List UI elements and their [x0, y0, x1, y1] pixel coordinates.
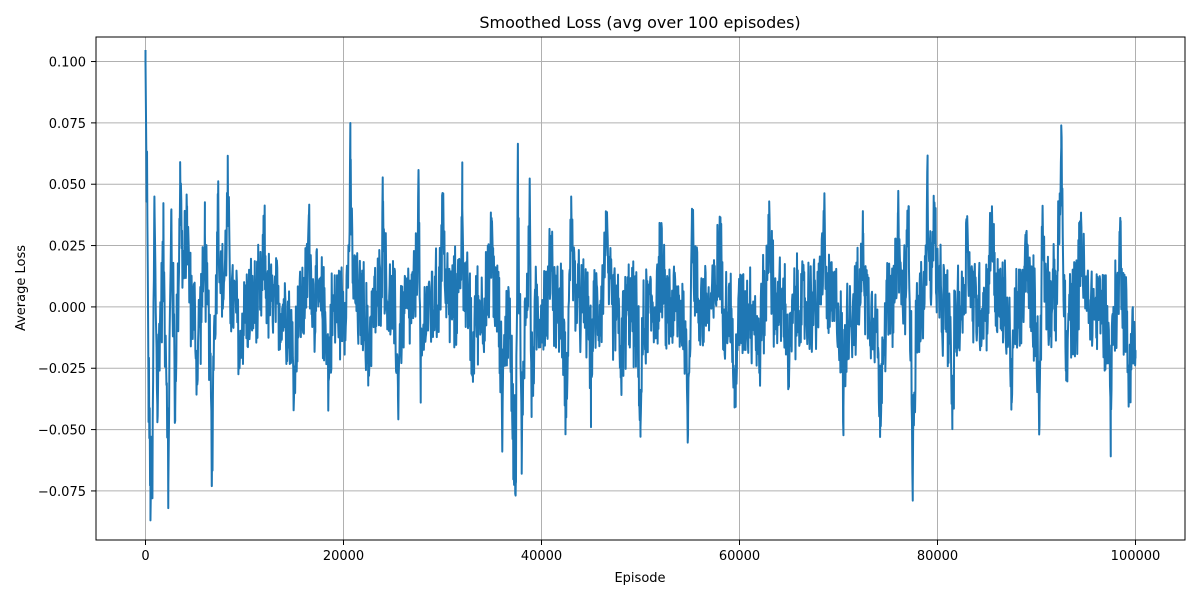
x-axis-ticks: 0 20000 40000 60000 80000 100000: [141, 540, 1160, 564]
chart-title: Smoothed Loss (avg over 100 episodes): [479, 13, 800, 32]
x-tick-label: 60000: [719, 549, 760, 564]
y-tick-label: 0.025: [49, 240, 86, 255]
y-tick-label: −0.025: [38, 362, 86, 377]
x-tick-label: 0: [141, 549, 149, 564]
series-line: [144, 49, 1137, 522]
x-tick-label: 80000: [917, 549, 958, 564]
y-tick-label: 0.100: [49, 56, 86, 71]
plot-frame: [95, 36, 1186, 541]
x-tick-label: 20000: [323, 549, 364, 564]
y-axis-ticks: −0.075 −0.050 −0.025 0.000 0.025 0.050 0.075 0.…: [38, 56, 96, 500]
x-tick-label: 40000: [521, 549, 562, 564]
x-axis-label: Episode: [614, 571, 665, 586]
y-tick-label: 0.050: [49, 178, 86, 193]
y-axis-label: Average Loss: [14, 245, 29, 331]
x-tick-label: 100000: [1111, 549, 1161, 564]
series-layer: [144, 49, 1137, 522]
y-tick-label: −0.075: [38, 485, 86, 500]
y-tick-label: 0.075: [49, 117, 86, 132]
y-tick-label: −0.050: [38, 424, 86, 439]
y-tick-label: 0.000: [49, 301, 86, 316]
